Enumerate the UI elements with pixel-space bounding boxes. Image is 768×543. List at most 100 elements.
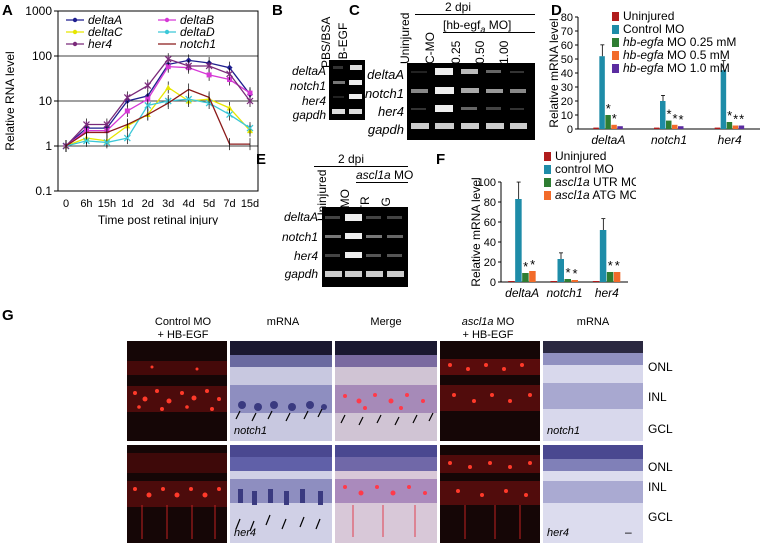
legend-label-chartF: Uninjured xyxy=(555,150,606,163)
col-label-025: 0.25 xyxy=(449,40,463,64)
gene-label-notch1-ascl1a: notch1 xyxy=(547,425,581,437)
bar-her4-2 xyxy=(606,272,614,282)
bar-deltaA-2 xyxy=(605,115,611,129)
panel-label-c: C xyxy=(349,2,360,19)
point-deltaD xyxy=(144,101,152,109)
panel-label-d: D xyxy=(551,2,562,19)
point-deltaC xyxy=(226,104,233,111)
point-deltaA xyxy=(226,64,233,71)
micrograph-ascl1a-hbegf-r1 xyxy=(440,341,540,441)
c-row-her4: her4 xyxy=(377,104,404,119)
gene-label-notch1-r1: notch1 xyxy=(234,425,268,437)
significance-star: * xyxy=(612,111,617,126)
group-label-c: [hb-egfa MO] xyxy=(443,18,512,35)
bar-her4-0 xyxy=(714,127,721,129)
point-deltaB xyxy=(124,108,130,114)
bar-deltaA-1 xyxy=(515,199,522,282)
bar-notch1-1 xyxy=(557,259,564,282)
bar-deltaA-0 xyxy=(593,127,599,129)
group-label-e: ascl1a MO xyxy=(356,168,414,182)
scale-bar: – xyxy=(625,525,632,539)
legend-swatch-chartD xyxy=(612,25,619,34)
panel-g: Control MO + HB-EGF mRNA Merge ascl1a MO +… xyxy=(0,310,768,543)
xtick-label-chartD: notch1 xyxy=(651,133,687,147)
layer-gcl-r1: GCL xyxy=(648,422,673,436)
significance-star: * xyxy=(739,112,744,127)
col-label-050: 0.50 xyxy=(473,40,487,64)
panel-e: 2 dpi ascl1a MO Uninjured C-MO UTR ATG d… xyxy=(256,150,436,300)
bar-notch1-4 xyxy=(678,126,684,129)
point-mark xyxy=(185,95,193,103)
c-row-notch1: notch1 xyxy=(364,86,404,101)
series-line-deltaC xyxy=(65,86,251,147)
legend-label-chartD: hb-egfa MO 1.0 mM xyxy=(623,61,730,75)
ylabel-chartD: Relative mRNA level xyxy=(548,18,561,127)
legend-marker-deltaB xyxy=(164,17,170,23)
ytick-label-chartD: 60 xyxy=(561,40,573,52)
ytick-label-chartD: 0 xyxy=(567,124,573,136)
ytick-label-chartF: 60 xyxy=(484,217,496,229)
row-label-notch1: notch1 xyxy=(289,79,326,93)
ytick-label-a: 1000 xyxy=(25,4,52,18)
legend-swatch-chartF xyxy=(544,178,551,187)
xlabel-a: Time post retinal injury xyxy=(98,213,218,225)
ytick-label-chartF: 80 xyxy=(484,197,496,209)
xtick-label-chartD: deltaA xyxy=(591,133,625,147)
legend-label-chartF: control MO xyxy=(555,162,614,176)
series-line-notch1 xyxy=(65,88,250,147)
ytick-label-chartD: 20 xyxy=(561,96,573,108)
xtick-label-a: 0 xyxy=(63,198,69,210)
g-header-mrna-1: mRNA xyxy=(266,316,300,328)
ytick-label-chartD: 30 xyxy=(561,82,573,94)
bar-her4-4 xyxy=(738,125,745,129)
layer-inl-r2: INL xyxy=(648,480,667,494)
legend-swatch-chartD xyxy=(612,51,619,60)
bar-notch1-2 xyxy=(564,279,571,282)
point-her4 xyxy=(246,97,254,105)
series-line-deltaB xyxy=(65,65,251,147)
point-her4 xyxy=(123,93,131,101)
significance-star: * xyxy=(733,112,738,127)
g-header-ascl1a: ascl1a MO + HB-EGF xyxy=(461,316,515,341)
bar-deltaA-2 xyxy=(522,273,529,282)
layer-inl-r1: INL xyxy=(648,390,667,404)
significance-star: * xyxy=(666,107,671,122)
gel-image-c xyxy=(407,63,535,140)
significance-star: * xyxy=(572,266,577,281)
micrograph-her4-mrna-r2: her4 xyxy=(230,445,332,543)
point-deltaD xyxy=(185,95,193,103)
ytick-label-a: 100 xyxy=(32,49,52,63)
e-row-her4: her4 xyxy=(293,249,318,263)
xtick-label-chartF: deltaA xyxy=(505,286,539,300)
bracket-line-e xyxy=(314,166,408,167)
legend-label-chartD: hb-egfa MO 0.25 mM xyxy=(623,35,736,49)
ylabel-chartF: Relative mRNA level xyxy=(469,177,483,286)
bar-her4-0 xyxy=(592,281,600,282)
series-line-deltaA xyxy=(65,59,251,147)
legend-label-chartD: hb-egfa MO 0.5 mM xyxy=(623,48,730,62)
legend-swatch-chartD xyxy=(612,38,619,47)
micrograph-control-hbegf-r2 xyxy=(127,445,227,543)
micrograph-notch1-mrna-r1: notch1 xyxy=(230,341,332,441)
line-chart-a: 0.1 1 10 100 1000 0 6h 15h 1d 2d 3d 4d 5d 7d 15d Time p… xyxy=(3,4,259,225)
xtick-label-a: 1d xyxy=(121,198,133,210)
ytick-label-chartF: 20 xyxy=(484,257,496,269)
dpi-label-c: 2 dpi xyxy=(445,0,472,14)
legend-marker-deltaA xyxy=(72,17,78,23)
bracket-line-c xyxy=(415,14,535,15)
ytick-label-chartD: 10 xyxy=(561,110,573,122)
legend-marker-deltaD xyxy=(164,29,170,35)
bar-deltaA-4 xyxy=(617,126,623,129)
ytick-label-a: 1 xyxy=(45,139,52,153)
micrograph-merge-r2 xyxy=(335,445,437,543)
legend-marker-deltaC xyxy=(72,29,78,35)
micrograph-merge-r1 xyxy=(335,341,437,441)
xtick-label-a: 3d xyxy=(162,198,174,210)
legend-marker-her4 xyxy=(72,41,78,47)
xtick-label-a: 15h xyxy=(98,198,116,210)
col-label-cmo: C-MO xyxy=(423,32,437,64)
xtick-label-a: 6h xyxy=(80,198,92,210)
legend-label-chartD: Uninjured xyxy=(623,9,674,23)
bracket-line-c2 xyxy=(443,32,535,33)
